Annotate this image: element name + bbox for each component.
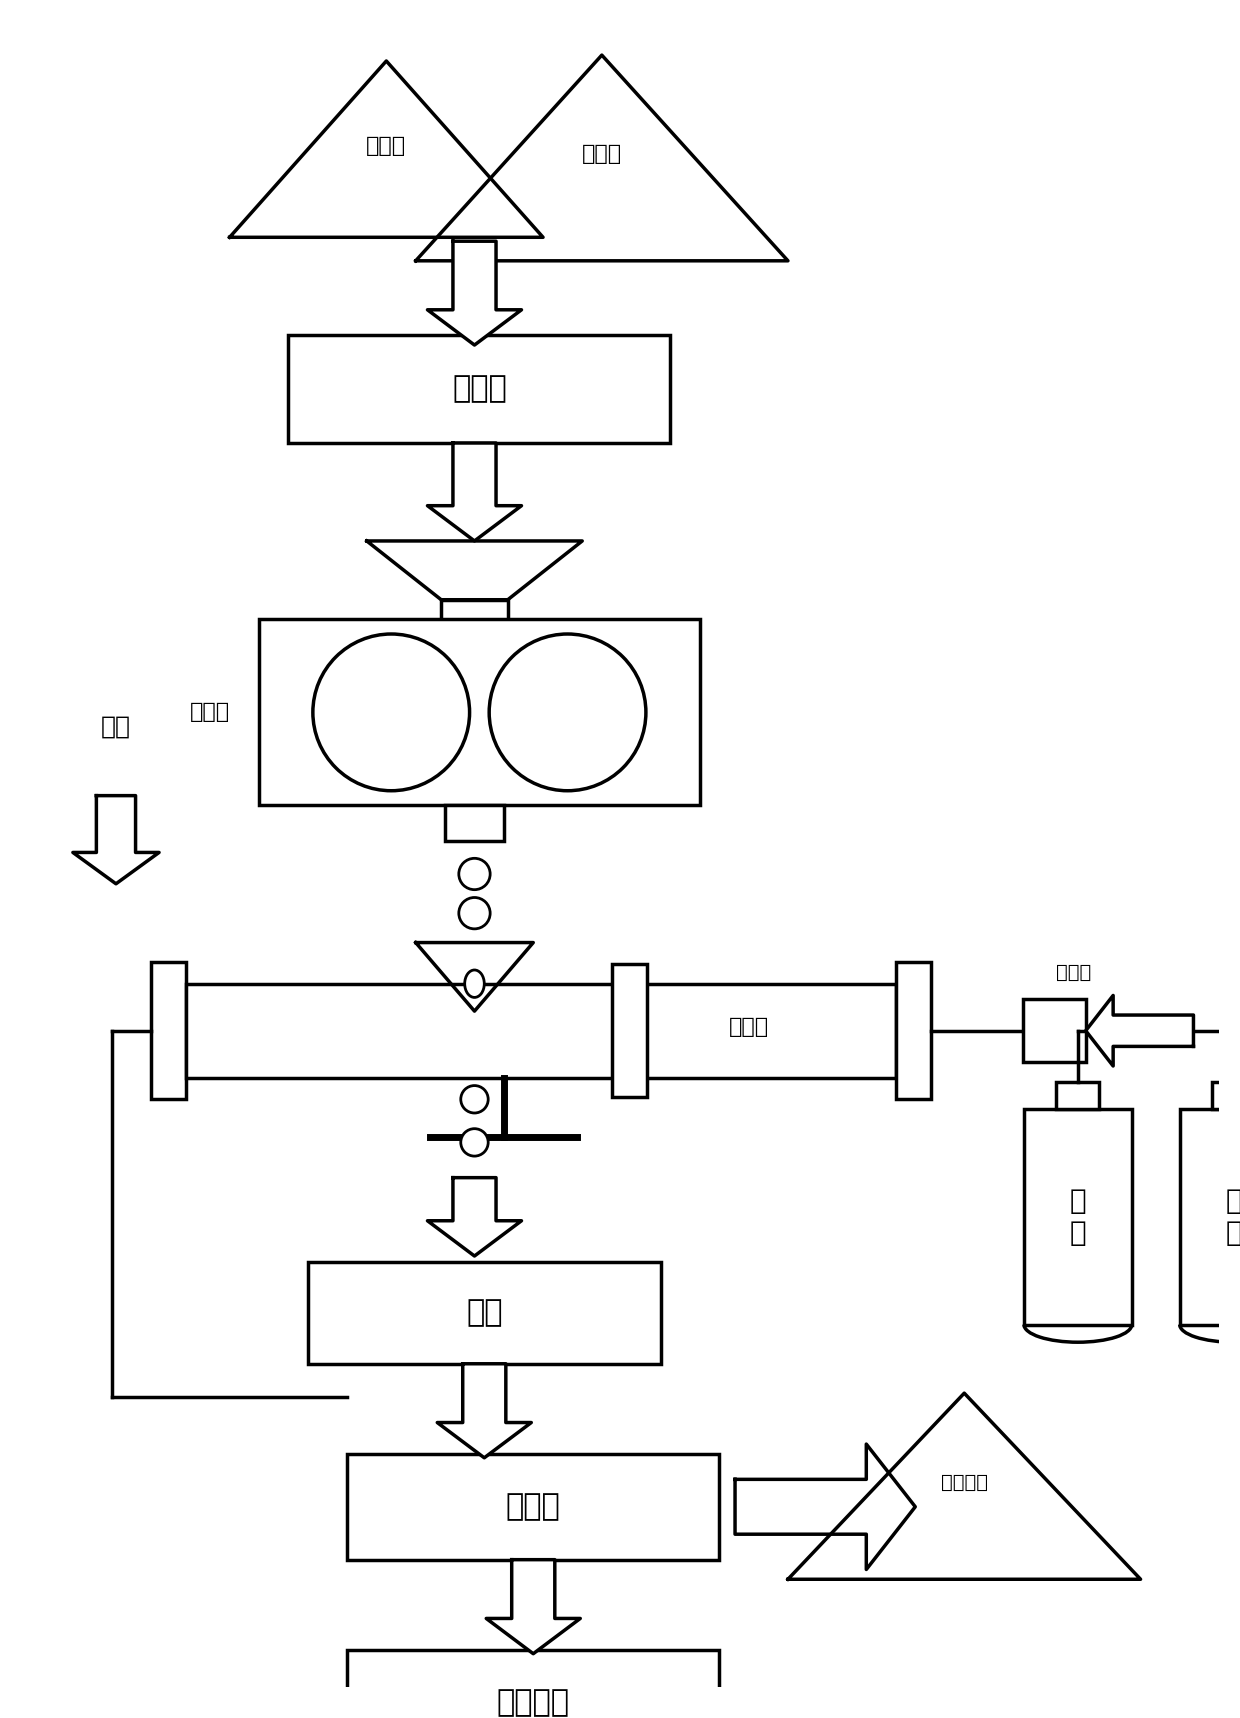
Ellipse shape: [465, 971, 485, 998]
Polygon shape: [229, 60, 543, 237]
Text: 钛白粉: 钛白粉: [366, 136, 407, 156]
Text: 还原剂: 还原剂: [582, 144, 622, 163]
Bar: [445, 806, 503, 840]
Circle shape: [461, 1086, 489, 1113]
Text: 研磨: 研磨: [466, 1299, 502, 1328]
Bar: [259, 618, 699, 806]
Polygon shape: [735, 1445, 915, 1570]
Bar: [1024, 1110, 1132, 1325]
Bar: [347, 1453, 719, 1560]
Text: 氢
气: 氢 气: [1070, 1187, 1086, 1247]
Bar: [308, 1263, 661, 1364]
Bar: [186, 984, 895, 1077]
Circle shape: [489, 634, 646, 790]
Polygon shape: [787, 1393, 1141, 1579]
Polygon shape: [428, 443, 522, 541]
Circle shape: [459, 897, 490, 929]
Polygon shape: [415, 55, 787, 261]
Polygon shape: [367, 541, 583, 600]
Polygon shape: [486, 1560, 580, 1654]
Polygon shape: [73, 795, 159, 883]
Polygon shape: [438, 1364, 531, 1459]
Polygon shape: [428, 1177, 522, 1256]
Text: 尾气处理: 尾气处理: [497, 1689, 569, 1718]
Bar: [347, 1649, 719, 1718]
Bar: [151, 962, 186, 1100]
Bar: [1179, 1110, 1240, 1325]
Bar: [895, 962, 931, 1100]
Bar: [441, 600, 508, 636]
Text: 氩气: 氩气: [100, 715, 131, 739]
Bar: [1056, 1082, 1100, 1110]
Text: 缓冲罐: 缓冲罐: [1056, 962, 1091, 981]
Circle shape: [312, 634, 470, 790]
Polygon shape: [415, 943, 533, 1012]
Text: 氩
气: 氩 气: [1225, 1187, 1240, 1247]
Circle shape: [461, 1129, 489, 1156]
Circle shape: [459, 859, 490, 890]
Bar: [1211, 1082, 1240, 1110]
Polygon shape: [428, 241, 522, 345]
Text: 搅拌器: 搅拌器: [453, 375, 507, 404]
Bar: [289, 335, 671, 443]
Bar: [611, 964, 647, 1098]
Bar: [1023, 1000, 1086, 1062]
Polygon shape: [1086, 995, 1193, 1065]
Text: 热处理: 热处理: [506, 1493, 560, 1520]
Text: 回转窑: 回转窑: [729, 1017, 769, 1036]
Text: 压球机: 压球机: [190, 703, 229, 722]
Text: 亚氧化钛: 亚氧化钛: [941, 1472, 988, 1491]
